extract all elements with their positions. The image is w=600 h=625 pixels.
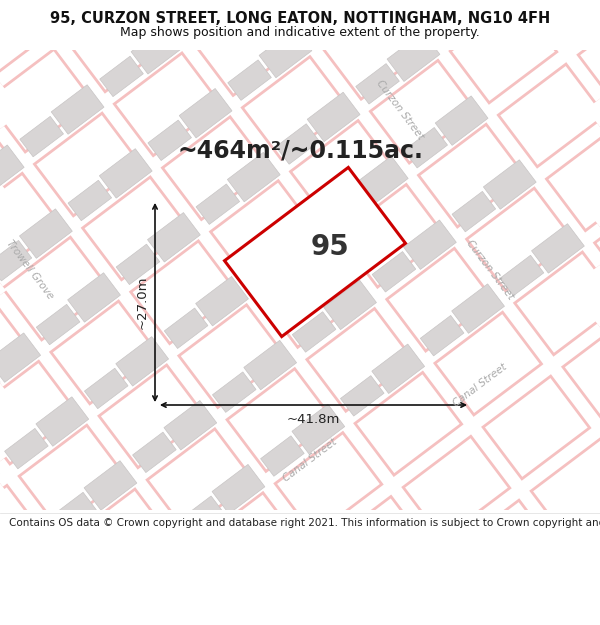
Polygon shape (292, 404, 345, 454)
Polygon shape (131, 24, 184, 74)
Polygon shape (164, 401, 217, 450)
Polygon shape (307, 92, 360, 142)
Polygon shape (19, 209, 72, 258)
Polygon shape (387, 32, 440, 81)
Polygon shape (5, 428, 48, 469)
Text: ~27.0m: ~27.0m (136, 276, 149, 329)
Polygon shape (244, 341, 296, 390)
Polygon shape (324, 188, 368, 228)
Text: Curzon Street: Curzon Street (464, 238, 515, 302)
Text: 95, CURZON STREET, LONG EATON, NOTTINGHAM, NG10 4FH: 95, CURZON STREET, LONG EATON, NOTTINGHA… (50, 11, 550, 26)
Polygon shape (308, 0, 351, 40)
Polygon shape (340, 376, 384, 416)
Polygon shape (101, 556, 145, 597)
Polygon shape (0, 145, 24, 194)
Polygon shape (100, 56, 143, 97)
Polygon shape (275, 216, 328, 266)
Polygon shape (85, 368, 128, 409)
Polygon shape (84, 461, 137, 510)
Polygon shape (227, 152, 280, 202)
Polygon shape (259, 28, 312, 78)
Polygon shape (132, 524, 185, 574)
Polygon shape (452, 284, 505, 333)
Polygon shape (196, 276, 248, 326)
Polygon shape (0, 241, 32, 281)
Polygon shape (181, 496, 224, 536)
Polygon shape (355, 156, 408, 206)
Polygon shape (260, 436, 304, 476)
Polygon shape (421, 316, 464, 356)
Text: Map shows position and indicative extent of the property.: Map shows position and indicative extent… (120, 26, 480, 39)
Polygon shape (276, 124, 319, 164)
Polygon shape (196, 184, 239, 224)
Text: Curzon Street: Curzon Street (374, 78, 425, 142)
Polygon shape (244, 248, 288, 288)
Polygon shape (356, 64, 400, 104)
Polygon shape (148, 120, 191, 161)
Polygon shape (532, 224, 584, 273)
Polygon shape (212, 464, 265, 514)
Polygon shape (20, 116, 64, 157)
Text: ~464m²/~0.115ac.: ~464m²/~0.115ac. (177, 138, 423, 162)
Text: Contains OS data © Crown copyright and database right 2021. This information is : Contains OS data © Crown copyright and d… (9, 518, 600, 528)
Polygon shape (53, 492, 97, 532)
Polygon shape (224, 168, 406, 337)
Polygon shape (404, 220, 457, 269)
Polygon shape (292, 312, 336, 352)
Polygon shape (179, 89, 232, 138)
Polygon shape (212, 372, 256, 413)
Polygon shape (404, 127, 448, 168)
Text: ~41.8m: ~41.8m (287, 413, 340, 426)
Polygon shape (323, 280, 376, 329)
Polygon shape (37, 304, 80, 345)
Polygon shape (116, 337, 169, 386)
Polygon shape (36, 397, 89, 446)
Polygon shape (164, 308, 208, 349)
Polygon shape (0, 333, 41, 382)
Polygon shape (484, 160, 536, 209)
Text: Canal Street: Canal Street (281, 436, 339, 484)
Text: Canal Street: Canal Street (451, 361, 509, 409)
Polygon shape (372, 252, 416, 292)
Polygon shape (452, 191, 496, 232)
Polygon shape (148, 213, 200, 262)
Text: Trowell Grove: Trowell Grove (5, 239, 55, 301)
Polygon shape (500, 255, 544, 296)
Polygon shape (100, 149, 152, 198)
Polygon shape (68, 180, 112, 221)
Polygon shape (435, 96, 488, 146)
Polygon shape (51, 85, 104, 134)
Polygon shape (372, 344, 425, 394)
Polygon shape (133, 432, 176, 472)
Polygon shape (228, 60, 271, 101)
Polygon shape (116, 244, 160, 284)
Polygon shape (339, 0, 392, 18)
Polygon shape (211, 0, 264, 14)
Polygon shape (179, 0, 223, 36)
Polygon shape (68, 272, 121, 322)
Text: 95: 95 (311, 233, 349, 261)
